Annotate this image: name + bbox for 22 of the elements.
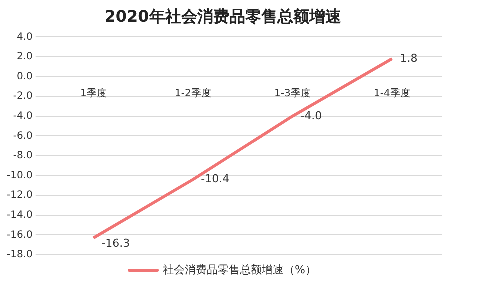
x-tick-label: 1-2季度 <box>175 87 212 100</box>
text: 1.8 <box>400 52 418 65</box>
y-tick-label: -2.0 <box>13 91 33 102</box>
x-tick-label: 1-4季度 <box>374 87 410 100</box>
y-tick-label: -6.0 <box>13 130 33 142</box>
y-tick-label: -16.0 <box>7 230 33 241</box>
y-tick-label: -14.0 <box>7 210 33 221</box>
y-tick-label: -8.0 <box>13 150 33 162</box>
text: -16.3 <box>102 237 130 250</box>
y-tick-label: 4.0 <box>16 32 33 43</box>
text: -10.4 <box>201 172 230 186</box>
chart-title: 2020年社会消费品零售总额增速 <box>104 6 342 26</box>
y-tick-label: -4.0 <box>13 110 33 122</box>
x-tick-label: 1季度 <box>80 87 107 100</box>
y-tick-label: -18.0 <box>7 250 33 261</box>
text: -4.0 <box>300 109 322 122</box>
y-tick-label: -10.0 <box>7 170 33 182</box>
legend-label: 社会消费品零售总额增速（%） <box>163 263 316 276</box>
y-tick-label: 0.0 <box>16 71 33 82</box>
y-tick-label: 2.0 <box>16 52 33 63</box>
x-tick-label: 1-3季度 <box>274 87 311 100</box>
y-tick-label: -12.0 <box>7 190 33 202</box>
